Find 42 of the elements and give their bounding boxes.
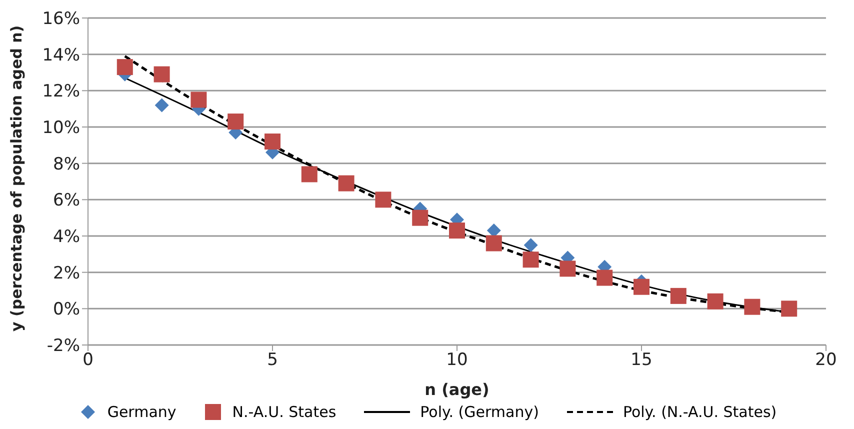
- point: [264, 134, 280, 150]
- x-tick-label: 10: [446, 350, 468, 370]
- point: [228, 114, 244, 130]
- point: [522, 252, 539, 268]
- legend-label: N.-A.U. States: [232, 403, 336, 421]
- point: [670, 288, 686, 304]
- legend-label: Poly. (Germany): [420, 403, 539, 421]
- point: [634, 278, 650, 295]
- point: [707, 293, 724, 310]
- x-tick-label: 15: [630, 350, 652, 370]
- point: [154, 66, 170, 82]
- point: [301, 166, 318, 182]
- x-tick-label: 20: [815, 350, 837, 370]
- y-tick-label: 0%: [53, 300, 80, 320]
- point: [449, 222, 465, 239]
- y-tick-label: 12%: [42, 82, 80, 102]
- y-axis-title: y (percentage of population aged n): [7, 25, 26, 332]
- legend-label: Poly. (N.-A.U. States): [622, 403, 777, 421]
- x-tick-label: 0: [82, 350, 94, 370]
- point: [781, 300, 798, 317]
- point: [412, 210, 428, 226]
- point: [524, 238, 538, 252]
- legend-label: Germany: [107, 403, 176, 421]
- y-tick-label: 6%: [53, 190, 80, 211]
- point: [744, 298, 760, 315]
- y-tick-label: 2%: [53, 263, 80, 284]
- point: [190, 92, 207, 108]
- point: [154, 98, 169, 112]
- y-tick-label: 10%: [42, 118, 80, 138]
- y-tick-label: -2%: [46, 336, 80, 356]
- point: [375, 192, 392, 208]
- x-tick-label: 5: [267, 350, 278, 370]
- point: [116, 59, 133, 76]
- point: [560, 260, 576, 277]
- y-tick-label: 4%: [53, 227, 80, 248]
- point: [596, 270, 613, 286]
- point: [338, 175, 354, 192]
- y-tick-label: 16%: [42, 9, 80, 30]
- y-tick-label: 8%: [53, 154, 80, 174]
- point: [486, 235, 502, 252]
- y-tick-label: 14%: [42, 45, 80, 66]
- x-axis-title: n (age): [424, 380, 490, 399]
